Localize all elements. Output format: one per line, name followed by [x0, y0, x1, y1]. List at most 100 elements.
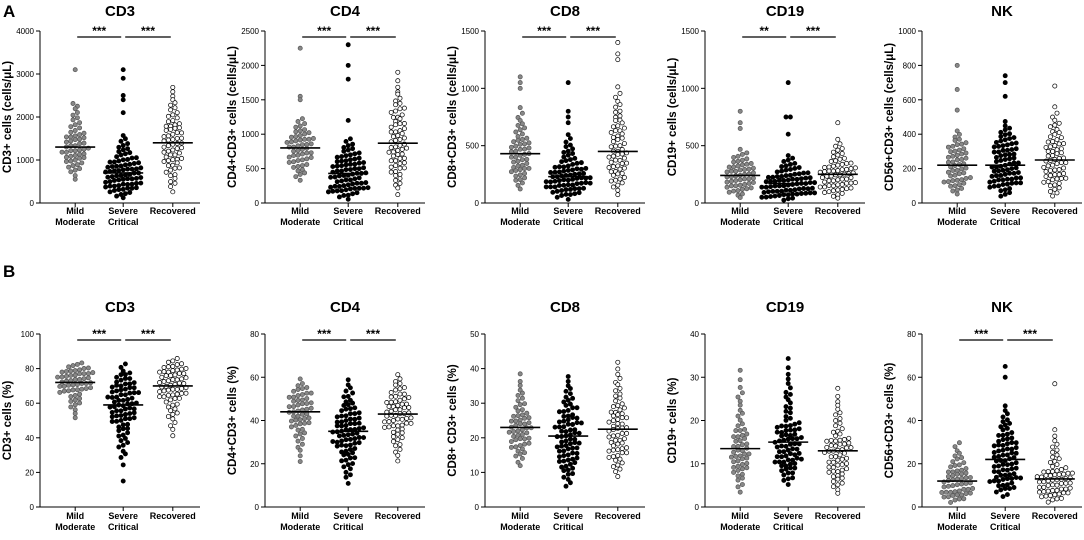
data-point: [613, 94, 619, 100]
data-point: [839, 186, 845, 192]
data-point: [830, 474, 836, 480]
data-point: [77, 391, 83, 397]
x-tick-label-line: Mild: [948, 511, 966, 521]
data-point: [1056, 167, 1062, 173]
data-point: [615, 57, 621, 63]
data-point: [1052, 472, 1058, 478]
data-point: [617, 385, 623, 391]
data-point: [996, 183, 1002, 189]
data-point: [1058, 495, 1064, 501]
data-point: [787, 410, 793, 416]
data-point: [168, 397, 174, 403]
significance-label: ***: [537, 24, 551, 38]
data-point: [781, 159, 787, 164]
y-axis-label: CD56+CD3+ cells (cells/μL): [884, 43, 896, 191]
data-point: [610, 164, 616, 170]
data-point: [963, 150, 969, 156]
data-point: [70, 117, 76, 123]
data-point: [774, 454, 780, 460]
data-point: [615, 84, 621, 90]
data-point: [77, 367, 83, 373]
data-point: [517, 463, 523, 469]
y-tick-label: 2000: [241, 61, 259, 70]
data-point: [506, 429, 512, 435]
data-point: [343, 443, 349, 449]
data-point: [950, 168, 956, 174]
data-point: [72, 402, 78, 408]
x-tick-label: Mild Moderate: [55, 511, 95, 532]
data-point: [945, 169, 951, 175]
data-point: [830, 484, 836, 490]
data-point: [783, 163, 789, 169]
data-point: [735, 458, 741, 464]
data-point: [299, 142, 305, 148]
data-point: [1009, 466, 1015, 472]
data-point: [1000, 447, 1006, 453]
data-point: [844, 455, 850, 461]
data-point: [556, 448, 562, 454]
data-point: [517, 80, 523, 86]
data-point: [286, 404, 292, 410]
data-point: [954, 456, 960, 462]
data-point: [835, 462, 841, 468]
data-point: [1050, 488, 1056, 493]
data-point: [72, 157, 78, 163]
data-point: [526, 440, 532, 446]
data-point: [826, 168, 832, 174]
data-point: [1050, 444, 1056, 450]
y-tick-label: 1500: [681, 27, 699, 36]
data-point: [798, 176, 804, 182]
data-point: [118, 438, 124, 444]
data-point: [345, 42, 351, 48]
data-point: [556, 454, 562, 460]
data-point: [111, 178, 117, 183]
data-point: [343, 158, 349, 164]
data-point: [519, 455, 525, 461]
data-point: [610, 124, 616, 130]
data-point: [161, 369, 167, 375]
data-point: [343, 177, 349, 183]
data-point: [325, 189, 331, 195]
data-point: [59, 369, 65, 375]
data-point: [621, 175, 627, 180]
data-point: [120, 442, 126, 448]
data-point: [120, 157, 126, 163]
data-point: [848, 445, 854, 451]
data-point: [556, 409, 562, 415]
data-point: [393, 399, 399, 405]
data-point: [183, 375, 189, 381]
data-point: [393, 144, 399, 150]
data-point: [570, 422, 576, 427]
data-point: [792, 465, 798, 471]
data-point: [350, 141, 356, 147]
data-point: [839, 462, 845, 468]
data-point: [948, 149, 954, 155]
data-point: [610, 418, 616, 423]
data-point: [561, 182, 567, 188]
data-point: [776, 183, 782, 189]
data-point: [826, 464, 832, 470]
data-point: [386, 419, 392, 425]
data-point: [610, 153, 616, 159]
data-point: [839, 480, 845, 486]
data-point: [161, 365, 167, 370]
data-point: [950, 473, 956, 479]
significance-label: ***: [366, 24, 380, 38]
data-point: [956, 147, 962, 153]
data-point: [954, 492, 960, 498]
data-point: [841, 437, 847, 442]
data-point: [559, 443, 565, 449]
data-point: [1009, 166, 1015, 172]
data-point: [961, 460, 967, 466]
data-point: [114, 193, 120, 199]
data-point: [561, 448, 567, 454]
data-point: [519, 162, 525, 168]
data-point: [621, 436, 627, 442]
x-tick-label: Severe Critical: [990, 206, 1021, 227]
data-point: [830, 468, 836, 474]
data-point: [991, 144, 997, 150]
data-point: [954, 167, 960, 173]
data-point: [336, 173, 342, 179]
data-point: [393, 122, 399, 128]
data-point: [583, 180, 589, 186]
